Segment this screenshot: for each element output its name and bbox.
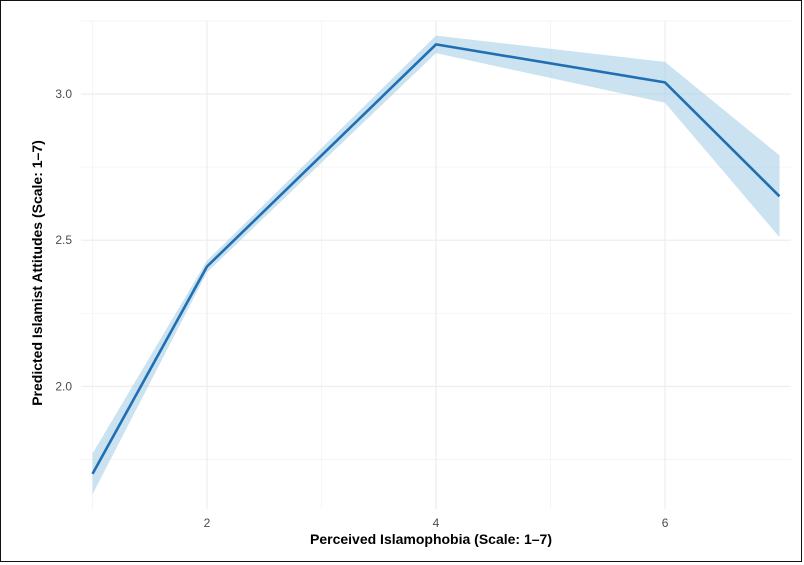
- x-axis-title: Perceived Islamophobia (Scale: 1–7): [310, 531, 552, 547]
- y-axis-title: Predicted Islamist Attitudes (Scale: 1–7…: [29, 140, 45, 406]
- x-tick-label-0: 2: [204, 516, 211, 530]
- series-line-0: [91, 43, 781, 475]
- x-tick-labels: 2 4 6: [204, 516, 669, 530]
- x-tick-label-2: 6: [662, 516, 669, 530]
- y-tick-labels: 2.0 2.5 3.0: [55, 87, 72, 393]
- x-tick-label-1: 4: [433, 516, 440, 530]
- series-line-layer: [91, 43, 781, 475]
- y-tick-label-1: 2.5: [55, 233, 72, 247]
- y-tick-label-0: 2.0: [55, 379, 72, 393]
- y-tick-label-2: 3.0: [55, 87, 72, 101]
